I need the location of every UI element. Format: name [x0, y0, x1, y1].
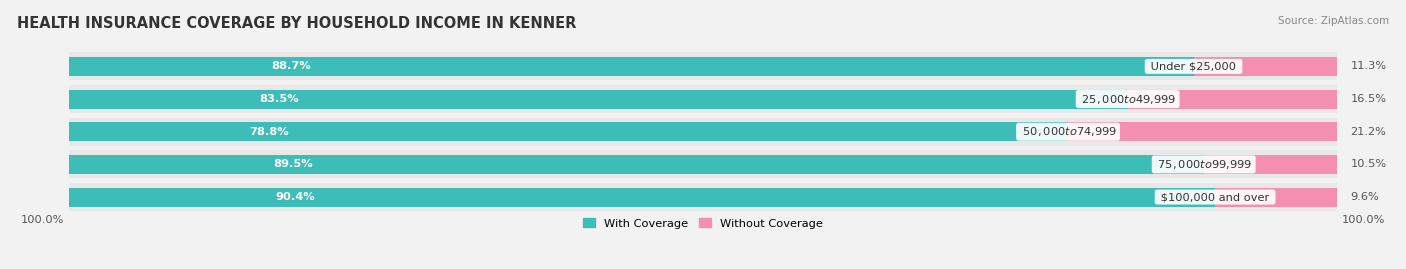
Legend: With Coverage, Without Coverage: With Coverage, Without Coverage [583, 218, 823, 229]
Text: 100.0%: 100.0% [21, 215, 65, 225]
Text: 88.7%: 88.7% [271, 61, 311, 71]
Bar [69, 122, 1069, 141]
Bar [1194, 57, 1337, 76]
Text: 89.5%: 89.5% [273, 160, 314, 169]
Text: 83.5%: 83.5% [260, 94, 299, 104]
Bar [69, 183, 1337, 211]
Text: 90.4%: 90.4% [276, 192, 315, 202]
Bar [69, 150, 1337, 178]
Text: 21.2%: 21.2% [1351, 127, 1386, 137]
Bar [69, 155, 1204, 174]
Bar [69, 57, 1194, 76]
Bar [69, 187, 1215, 207]
Text: $75,000 to $99,999: $75,000 to $99,999 [1154, 158, 1253, 171]
Bar [1069, 122, 1337, 141]
Text: Source: ZipAtlas.com: Source: ZipAtlas.com [1278, 16, 1389, 26]
Bar [69, 52, 1337, 80]
Text: 11.3%: 11.3% [1351, 61, 1386, 71]
Bar [1204, 155, 1337, 174]
Text: 9.6%: 9.6% [1351, 192, 1379, 202]
Bar [1128, 90, 1337, 108]
Bar [69, 85, 1337, 113]
Text: $25,000 to $49,999: $25,000 to $49,999 [1078, 93, 1177, 105]
Text: 16.5%: 16.5% [1351, 94, 1386, 104]
Text: Under $25,000: Under $25,000 [1147, 61, 1240, 71]
Bar [1215, 187, 1337, 207]
Bar [69, 118, 1337, 146]
Text: 100.0%: 100.0% [1341, 215, 1385, 225]
Text: 10.5%: 10.5% [1351, 160, 1386, 169]
Text: 78.8%: 78.8% [249, 127, 288, 137]
Bar [69, 90, 1128, 108]
Text: HEALTH INSURANCE COVERAGE BY HOUSEHOLD INCOME IN KENNER: HEALTH INSURANCE COVERAGE BY HOUSEHOLD I… [17, 16, 576, 31]
Text: $50,000 to $74,999: $50,000 to $74,999 [1019, 125, 1118, 138]
Text: $100,000 and over: $100,000 and over [1157, 192, 1272, 202]
